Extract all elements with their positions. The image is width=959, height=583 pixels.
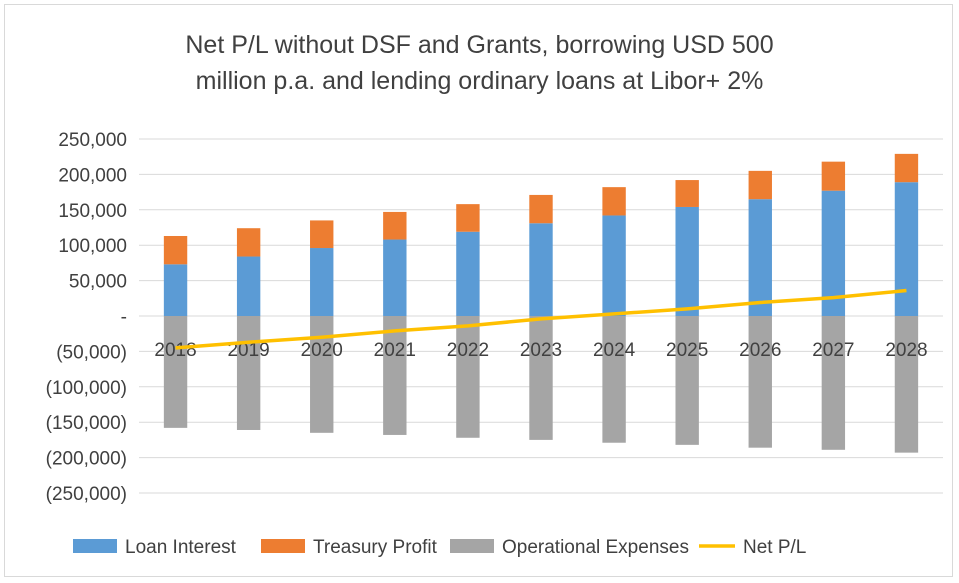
bar-loan-interest xyxy=(163,264,188,316)
x-tick-label: 2028 xyxy=(885,340,927,361)
bar-treasury-profit xyxy=(236,228,261,257)
chart-title-line-2: million p.a. and lending ordinary loans … xyxy=(195,67,764,95)
x-tick-label: 2019 xyxy=(227,340,269,361)
bar-loan-interest xyxy=(602,215,626,316)
bar-loan-interest xyxy=(675,206,699,316)
y-tick-label: (200,000) xyxy=(46,449,127,470)
y-tick-label: - xyxy=(121,307,127,328)
y-tick-label: 250,000 xyxy=(58,130,127,151)
bar-loan-interest xyxy=(529,223,553,316)
bar-operational-expenses xyxy=(163,316,188,428)
y-tick-label: (250,000) xyxy=(46,484,127,505)
y-tick-label: 150,000 xyxy=(58,201,127,222)
chart-title: Net P/L without DSF and Grants, borrowin… xyxy=(5,27,954,99)
y-tick-label: 100,000 xyxy=(58,236,127,257)
series-line-net-pl xyxy=(175,288,907,350)
bar-treasury-profit xyxy=(310,220,334,249)
legend-swatch xyxy=(261,539,305,553)
bar-loan-interest xyxy=(310,248,334,316)
bar-operational-expenses xyxy=(383,316,407,435)
legend-label: Treasury Profit xyxy=(313,537,438,558)
bar-treasury-profit xyxy=(456,204,480,232)
legend-swatch xyxy=(73,539,117,553)
y-tick-label: 200,000 xyxy=(58,165,127,186)
bar-loan-interest xyxy=(821,190,846,316)
x-tick-label: 2021 xyxy=(374,340,416,361)
bar-treasury-profit xyxy=(602,187,626,216)
x-tick-label: 2025 xyxy=(666,340,708,361)
x-tick-label: 2022 xyxy=(447,340,489,361)
x-tick-label: 2020 xyxy=(301,340,343,361)
bar-operational-expenses xyxy=(675,316,699,445)
bar-operational-expenses xyxy=(894,316,919,453)
bar-operational-expenses xyxy=(748,316,772,448)
bar-operational-expenses xyxy=(529,316,553,440)
x-tick-label: 2018 xyxy=(154,340,196,361)
y-tick-label: 50,000 xyxy=(69,272,127,293)
bar-operational-expenses xyxy=(236,316,261,430)
chart-plot: 250,000 200,000 150,000 100,000 50,000 - (50,0… xyxy=(46,130,943,558)
bar-treasury-profit xyxy=(529,194,553,224)
bar-treasury-profit xyxy=(821,161,846,191)
bar-operational-expenses xyxy=(456,316,480,438)
y-tick-label: (150,000) xyxy=(46,413,127,434)
y-tick-label: (100,000) xyxy=(46,378,127,399)
x-tick-label: 2023 xyxy=(520,340,562,361)
legend-label: Loan Interest xyxy=(125,537,237,558)
bar-treasury-profit xyxy=(383,211,407,240)
legend-label: Operational Expenses xyxy=(502,537,689,558)
bar-operational-expenses xyxy=(310,316,334,433)
bar-loan-interest xyxy=(383,239,407,316)
bar-treasury-profit xyxy=(163,235,188,265)
bar-operational-expenses xyxy=(821,316,846,450)
x-tick-label: 2027 xyxy=(812,340,854,361)
bar-loan-interest xyxy=(236,256,261,316)
chart-frame: Net P/L without DSF and Grants, borrowin… xyxy=(4,4,953,577)
bar-loan-interest xyxy=(748,199,772,316)
bar-loan-interest xyxy=(456,231,480,316)
chart-title-line-1: Net P/L without DSF and Grants, borrowin… xyxy=(185,31,774,59)
bar-treasury-profit xyxy=(675,180,699,207)
bar-loan-interest xyxy=(894,182,919,316)
bar-operational-expenses xyxy=(602,316,626,443)
legend-label: Net P/L xyxy=(743,537,806,558)
y-tick-label: (50,000) xyxy=(56,342,127,363)
bar-treasury-profit xyxy=(894,153,919,183)
x-tick-label: 2024 xyxy=(593,340,636,361)
legend-swatch xyxy=(450,539,494,553)
x-tick-label: 2026 xyxy=(739,340,781,361)
bar-treasury-profit xyxy=(748,170,772,200)
